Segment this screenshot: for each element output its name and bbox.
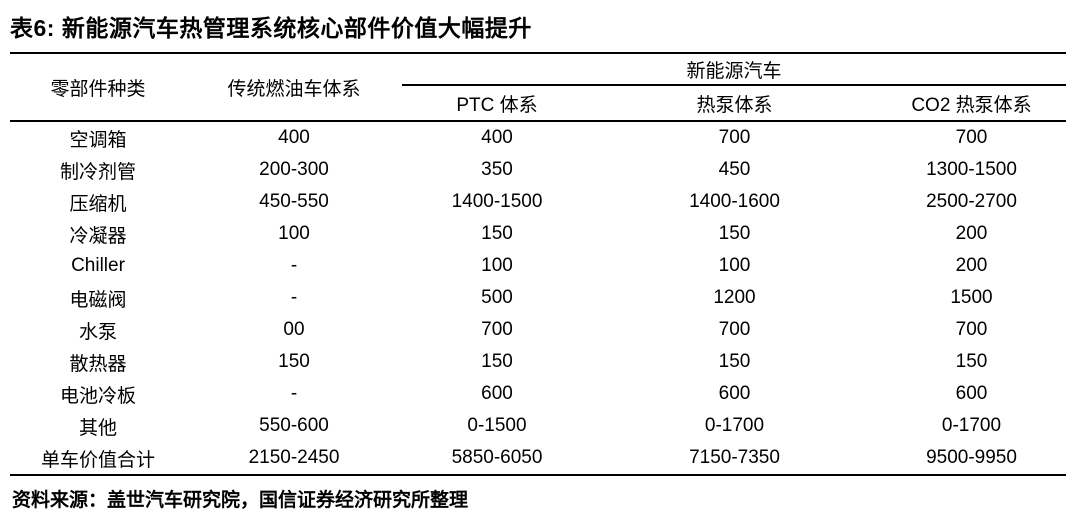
cell-value: 100 [278,223,310,244]
cell-value: - [290,383,298,404]
cell-value: 450 [718,159,751,180]
cell-value: 2150-2450 [186,442,402,476]
table-row: 其他 550-600 0-1500 0-1700 0-1700 [10,410,1066,442]
cell-value: 5850-6050 [402,442,592,476]
cell-value: 150 [718,223,751,244]
cell-value: 500 [481,287,513,308]
table-header: 零部件种类 传统燃油车体系 新能源汽车 PTC 体系 热泵体系 CO2 热泵体系 [10,53,1066,122]
cell-value: 0-1500 [467,415,527,436]
row-label: 压缩机 [69,193,127,215]
table-row: 制冷剂管 200-300 350 450 1300-1500 [10,154,1066,186]
cell-value: 600 [481,383,513,404]
cell-value: 150 [278,351,310,372]
cell-value: 150 [481,351,513,372]
cell-value: 550-600 [259,415,329,436]
table-row: 冷凝器 100 150 150 200 [10,218,1066,250]
column-group-header-nev: 新能源汽车 [402,53,1066,86]
column-header-heat-pump: 热泵体系 [592,85,877,122]
cell-value: 700 [481,319,513,340]
column-header-component: 零部件种类 [10,53,186,122]
cell-value: 100 [481,255,513,276]
cell-value: 700 [955,319,988,340]
cell-value: 600 [955,383,988,404]
table-body: 空调箱 400 400 700 700 制冷剂管 200-300 350 450… [10,121,1066,476]
page-title: 表6: 新能源汽车热管理系统核心部件价值大幅提升 [10,15,532,41]
header-sub-row: PTC 体系 热泵体系 CO2 热泵体系 [10,85,1066,122]
row-label: 散热器 [69,353,127,375]
cell-value: 2500-2700 [926,191,1017,212]
cell-value: 7150-7350 [592,442,877,476]
row-label: 水泵 [78,321,117,343]
source-note: 资料来源：盖世汽车研究院，国信证券经济研究所整理 [12,490,469,511]
cell-value: 1500 [950,287,993,308]
cell-value: 1200 [713,287,756,308]
cell-value: 1300-1500 [926,159,1017,180]
cell-value: - [290,287,298,308]
column-header-ptc: PTC 体系 [402,85,592,122]
cell-value: 1400-1500 [451,191,543,212]
table-row: Chiller - 100 100 200 [10,250,1066,282]
table-row: 电磁阀 - 500 1200 1500 [10,282,1066,314]
column-header-traditional: 传统燃油车体系 [186,53,402,122]
row-label: 制冷剂管 [59,161,136,183]
table-row: 水泵 00 700 700 700 [10,314,1066,346]
cell-value: 400 [481,127,513,148]
table-row-total: 单车价值合计 2150-2450 5850-6050 7150-7350 950… [10,442,1066,476]
row-label: 冷凝器 [69,225,127,247]
table-row: 空调箱 400 400 700 700 [10,121,1066,154]
cell-value: 400 [278,127,310,148]
cell-value: 0-1700 [704,415,765,436]
row-label: 其他 [78,417,117,439]
row-label: Chiller [71,255,125,276]
cell-value: 600 [718,383,751,404]
cell-value: 200-300 [259,159,329,180]
cell-value: 450-550 [259,191,329,212]
table-row: 电池冷板 - 600 600 600 [10,378,1066,410]
cell-value: 200 [955,223,988,244]
row-label: 单车价值合计 [10,442,186,476]
column-header-co2-heat-pump: CO2 热泵体系 [877,85,1066,122]
row-label: 电池冷板 [59,385,136,407]
cell-value: 350 [481,159,513,180]
table-row: 散热器 150 150 150 150 [10,346,1066,378]
cell-value: 9500-9950 [877,442,1066,476]
cell-value: 700 [955,127,988,148]
cell-value: 150 [955,351,988,372]
cell-value: 700 [718,319,751,340]
cell-value: 1400-1600 [689,191,780,212]
report-table-page: 表6: 新能源汽车热管理系统核心部件价值大幅提升 零部件种类 传统燃油车体系 新… [10,15,1066,511]
cell-value: 150 [718,351,751,372]
row-label: 电磁阀 [69,289,127,311]
row-label: 空调箱 [69,129,127,151]
cell-value: 0-1700 [941,415,1002,436]
value-table: 零部件种类 传统燃油车体系 新能源汽车 PTC 体系 热泵体系 CO2 热泵体系… [10,52,1066,476]
cell-value: 100 [718,255,751,276]
table-row: 压缩机 450-550 1400-1500 1400-1600 2500-270… [10,186,1066,218]
header-group-row: 零部件种类 传统燃油车体系 新能源汽车 [10,53,1066,122]
cell-value: 150 [481,223,513,244]
cell-value: 200 [955,255,988,276]
cell-value: 700 [718,127,751,148]
cell-value: - [290,255,298,276]
cell-value: 00 [283,319,305,340]
